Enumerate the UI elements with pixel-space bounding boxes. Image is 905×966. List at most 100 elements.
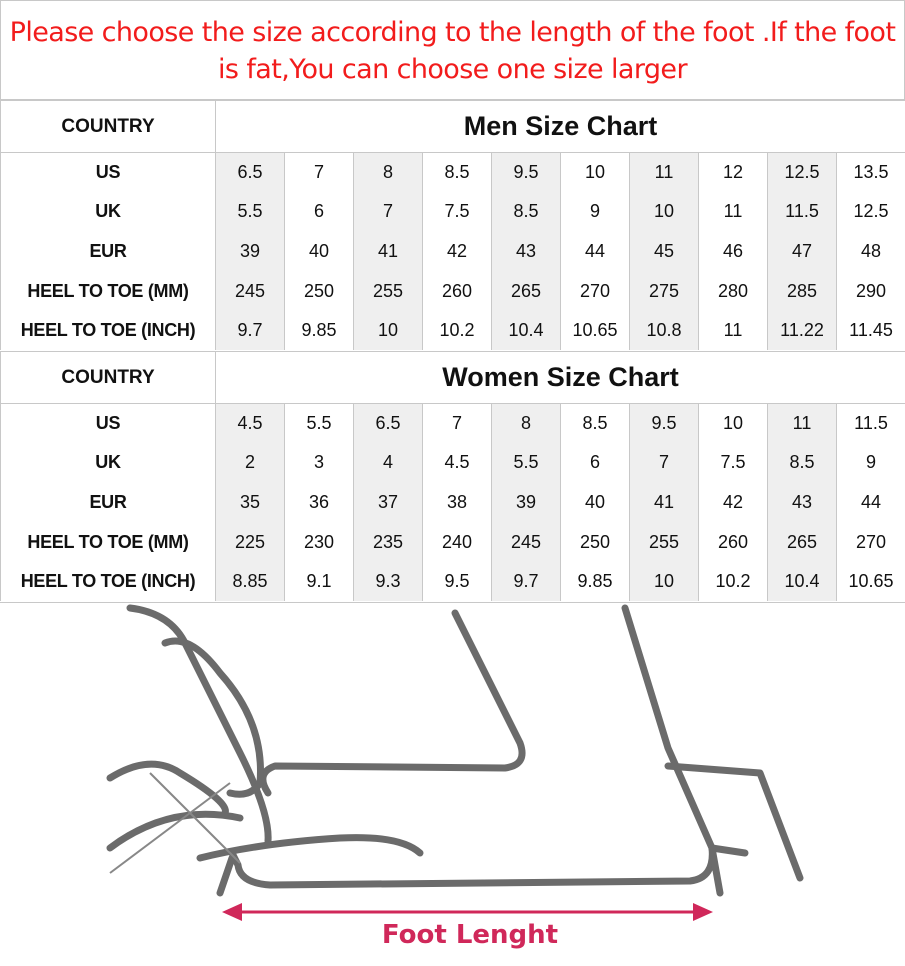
size-cell: 9.5	[423, 562, 492, 602]
size-notice: Please choose the size according to the …	[0, 0, 905, 100]
size-cell: 8.5	[561, 404, 630, 444]
row-label: US	[1, 153, 216, 193]
size-cell: 9.5	[492, 153, 561, 193]
size-cell: 255	[630, 522, 699, 562]
size-cell: 9.3	[354, 562, 423, 602]
size-cell: 12.5	[768, 153, 837, 193]
size-cell: 6	[285, 192, 354, 232]
size-cell: 37	[354, 483, 423, 523]
size-cell: 7.5	[423, 192, 492, 232]
size-cell: 9.5	[630, 404, 699, 444]
size-cell: 245	[492, 522, 561, 562]
size-cell: 280	[699, 271, 768, 311]
size-cell: 9.7	[492, 562, 561, 602]
size-cell: 13.5	[837, 153, 905, 193]
size-cell: 9.1	[285, 562, 354, 602]
size-cell: 8	[354, 153, 423, 193]
size-cell: 10	[354, 311, 423, 351]
size-cell: 6.5	[216, 153, 285, 193]
size-cell: 2	[216, 443, 285, 483]
row-label: UK	[1, 192, 216, 232]
country-header: COUNTRY	[1, 352, 216, 404]
size-cell: 265	[768, 522, 837, 562]
size-cell: 11.22	[768, 311, 837, 351]
row-label: HEEL TO TOE (INCH)	[1, 562, 216, 602]
size-cell: 9.85	[561, 562, 630, 602]
size-cell: 44	[837, 483, 905, 523]
size-cell: 9.85	[285, 311, 354, 351]
country-header: COUNTRY	[1, 101, 216, 153]
size-cell: 7	[354, 192, 423, 232]
foot-measure-illustration: Foot Lenght	[0, 602, 905, 960]
size-cell: 9	[837, 443, 905, 483]
size-cell: 46	[699, 232, 768, 272]
foot-length-caption: Foot Lenght	[382, 920, 558, 950]
size-cell: 285	[768, 271, 837, 311]
size-cell: 11	[630, 153, 699, 193]
size-cell: 4	[354, 443, 423, 483]
row-label: EUR	[1, 483, 216, 523]
size-cell: 270	[837, 522, 905, 562]
size-cell: 260	[423, 271, 492, 311]
size-cell: 10	[699, 404, 768, 444]
size-cell: 290	[837, 271, 905, 311]
size-cell: 270	[561, 271, 630, 311]
foot-drawing: Foot Lenght	[0, 603, 905, 961]
size-cell: 7	[423, 404, 492, 444]
size-cell: 11.5	[837, 404, 905, 444]
row-label: HEEL TO TOE (MM)	[1, 522, 216, 562]
size-cell: 8.85	[216, 562, 285, 602]
size-cell: 48	[837, 232, 905, 272]
row-label: EUR	[1, 232, 216, 272]
size-cell: 38	[423, 483, 492, 523]
size-cell: 8	[492, 404, 561, 444]
size-cell: 10	[630, 562, 699, 602]
row-label: HEEL TO TOE (MM)	[1, 271, 216, 311]
size-cell: 250	[285, 271, 354, 311]
size-cell: 8.5	[768, 443, 837, 483]
size-cell: 43	[492, 232, 561, 272]
size-cell: 10.2	[699, 562, 768, 602]
size-cell: 47	[768, 232, 837, 272]
size-cell: 12	[699, 153, 768, 193]
size-cell: 10.4	[492, 311, 561, 351]
size-cell: 11	[699, 311, 768, 351]
size-cell: 10.8	[630, 311, 699, 351]
size-cell: 4.5	[216, 404, 285, 444]
size-cell: 250	[561, 522, 630, 562]
foot-outline	[110, 608, 800, 893]
size-cell: 39	[216, 232, 285, 272]
size-cell: 11.5	[768, 192, 837, 232]
size-cell: 7	[630, 443, 699, 483]
size-cell: 9.7	[216, 311, 285, 351]
size-cell: 10.65	[837, 562, 905, 602]
size-cell: 9	[561, 192, 630, 232]
size-cell: 41	[354, 232, 423, 272]
size-cell: 7.5	[699, 443, 768, 483]
size-cell: 5.5	[216, 192, 285, 232]
size-cell: 10.65	[561, 311, 630, 351]
row-label: HEEL TO TOE (INCH)	[1, 311, 216, 351]
size-cell: 10	[630, 192, 699, 232]
size-cell: 5.5	[285, 404, 354, 444]
size-cell: 12.5	[837, 192, 905, 232]
size-cell: 245	[216, 271, 285, 311]
size-cell: 5.5	[492, 443, 561, 483]
size-cell: 275	[630, 271, 699, 311]
size-cell: 35	[216, 483, 285, 523]
size-cell: 10.4	[768, 562, 837, 602]
table-title: Men Size Chart	[216, 101, 905, 153]
size-cell: 45	[630, 232, 699, 272]
size-cell: 3	[285, 443, 354, 483]
size-cell: 42	[423, 232, 492, 272]
size-cell: 43	[768, 483, 837, 523]
